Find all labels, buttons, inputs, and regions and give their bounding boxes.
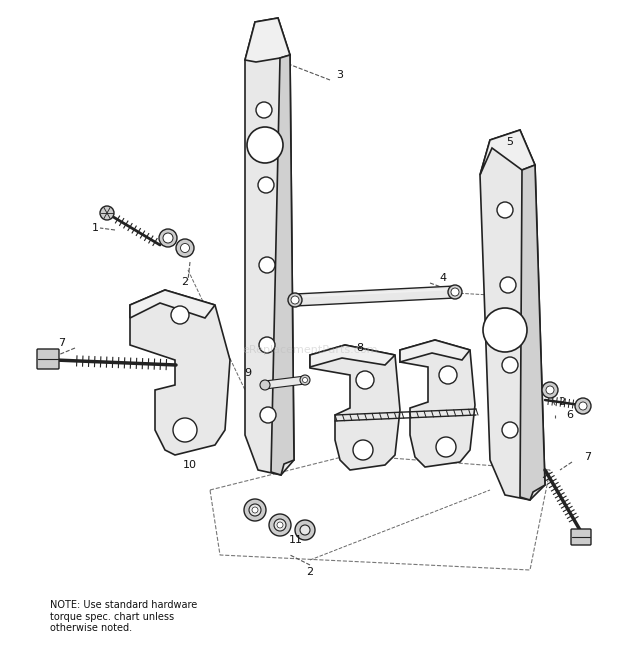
Text: 11: 11 [289, 535, 303, 545]
Polygon shape [265, 376, 305, 389]
Circle shape [300, 525, 310, 535]
Circle shape [300, 375, 310, 385]
Circle shape [575, 398, 591, 414]
Polygon shape [400, 340, 475, 467]
Circle shape [436, 437, 456, 457]
Text: 2: 2 [182, 277, 188, 287]
Circle shape [542, 382, 558, 398]
Text: 4: 4 [440, 273, 446, 283]
FancyBboxPatch shape [37, 349, 59, 369]
Polygon shape [130, 290, 230, 455]
Circle shape [180, 244, 190, 252]
Text: 2: 2 [559, 397, 565, 407]
Polygon shape [480, 130, 545, 500]
Text: 5: 5 [507, 137, 513, 147]
Circle shape [439, 366, 457, 384]
Circle shape [259, 337, 275, 353]
Polygon shape [295, 286, 455, 306]
Text: 9: 9 [244, 368, 252, 378]
Circle shape [502, 357, 518, 373]
Circle shape [291, 296, 299, 304]
Circle shape [258, 177, 274, 193]
Circle shape [303, 378, 308, 382]
Circle shape [274, 519, 286, 531]
FancyBboxPatch shape [571, 529, 591, 545]
Circle shape [502, 422, 518, 438]
Circle shape [163, 233, 173, 243]
Circle shape [259, 257, 275, 273]
Text: 2: 2 [306, 567, 314, 577]
Circle shape [159, 229, 177, 247]
Circle shape [497, 202, 513, 218]
Circle shape [260, 380, 270, 390]
Circle shape [288, 293, 302, 307]
Circle shape [244, 499, 266, 521]
Circle shape [176, 239, 194, 257]
Circle shape [171, 306, 189, 324]
Circle shape [546, 386, 554, 394]
Text: 3: 3 [337, 70, 343, 80]
Circle shape [252, 507, 258, 513]
Circle shape [483, 308, 527, 352]
Circle shape [356, 371, 374, 389]
Circle shape [173, 418, 197, 442]
Circle shape [100, 206, 114, 220]
Circle shape [269, 514, 291, 536]
Circle shape [353, 440, 373, 460]
Circle shape [277, 522, 283, 528]
Circle shape [256, 102, 272, 118]
Circle shape [247, 127, 283, 163]
Circle shape [448, 285, 462, 299]
Polygon shape [400, 340, 470, 362]
Polygon shape [310, 345, 400, 470]
Circle shape [579, 402, 587, 410]
Circle shape [260, 407, 276, 423]
Text: 7: 7 [585, 452, 591, 462]
Text: eReplacementParts.com: eReplacementParts.com [242, 345, 378, 355]
Polygon shape [271, 55, 294, 475]
Polygon shape [520, 165, 545, 500]
Text: 7: 7 [58, 338, 66, 348]
Text: NOTE: Use standard hardware
torque spec. chart unless
otherwise noted.: NOTE: Use standard hardware torque spec.… [50, 600, 197, 633]
Text: 1: 1 [92, 223, 99, 233]
Polygon shape [130, 290, 215, 318]
Circle shape [451, 288, 459, 296]
Circle shape [295, 520, 315, 540]
Text: 6: 6 [567, 410, 574, 420]
Text: 8: 8 [356, 343, 363, 353]
Polygon shape [245, 18, 290, 62]
Text: 10: 10 [183, 460, 197, 470]
Polygon shape [480, 130, 535, 175]
Polygon shape [310, 345, 395, 367]
Polygon shape [245, 18, 294, 475]
Circle shape [500, 277, 516, 293]
Circle shape [249, 504, 261, 516]
